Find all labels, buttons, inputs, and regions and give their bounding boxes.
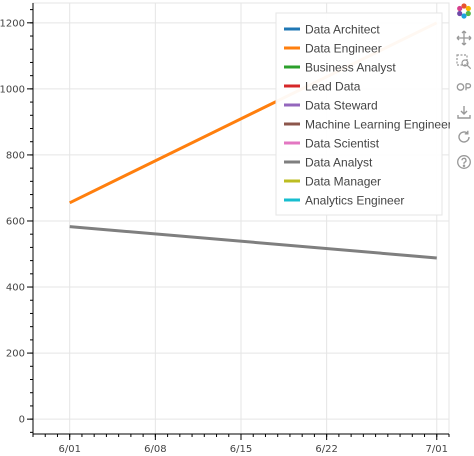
legend-label: Data Engineer bbox=[305, 42, 382, 56]
legend-box bbox=[275, 12, 443, 216]
series-line-7 bbox=[69, 225, 437, 260]
legend-label: Data Analyst bbox=[305, 156, 373, 170]
wheel-zoom-tool-icon[interactable] bbox=[456, 80, 472, 96]
y-tick-label: 0 bbox=[19, 415, 25, 426]
legend-label: Analytics Engineer bbox=[305, 194, 404, 208]
x-tick-label: 6/08 bbox=[144, 444, 166, 455]
chart-toolbar bbox=[452, 0, 474, 200]
y-tick-label: 1200 bbox=[0, 18, 25, 29]
x-tick-label: 6/01 bbox=[58, 444, 80, 455]
x-axis: 6/01 6/08 6/15 6/22 7/01 bbox=[32, 433, 450, 455]
legend-label: Business Analyst bbox=[305, 61, 396, 75]
y-tick-label: 400 bbox=[6, 283, 25, 294]
pan-tool-icon[interactable] bbox=[456, 30, 472, 46]
y-tick-label: 1000 bbox=[0, 84, 25, 95]
bokeh-logo-icon[interactable] bbox=[456, 3, 472, 19]
y-tick-label: 600 bbox=[6, 216, 25, 227]
y-tick-label: 200 bbox=[6, 349, 25, 360]
legend-label: Data Manager bbox=[305, 175, 381, 189]
reset-tool-icon[interactable] bbox=[456, 129, 472, 145]
y-axis: 0 200 400 600 800 1000 1200 bbox=[0, 3, 34, 434]
legend-label: Machine Learning Engineer bbox=[305, 118, 450, 132]
legend: Data Architect Data Engineer Business Anal… bbox=[275, 12, 450, 216]
x-tick-label: 6/22 bbox=[315, 444, 337, 455]
legend-label: Data Steward bbox=[305, 99, 378, 113]
x-tick-label: 7/01 bbox=[426, 444, 448, 455]
legend-label: Data Architect bbox=[305, 23, 380, 37]
y-tick-label: 800 bbox=[6, 150, 25, 161]
line-chart: 0 200 400 600 800 1000 1200 6/01 6/08 6/15 6/22 7/… bbox=[0, 2, 450, 455]
box-zoom-tool-icon[interactable] bbox=[456, 54, 472, 70]
save-tool-icon[interactable] bbox=[456, 104, 472, 120]
legend-label: Lead Data bbox=[305, 80, 361, 94]
legend-label: Data Scientist bbox=[305, 137, 380, 151]
x-tick-label: 6/15 bbox=[230, 444, 252, 455]
help-tool-icon[interactable] bbox=[456, 154, 472, 170]
